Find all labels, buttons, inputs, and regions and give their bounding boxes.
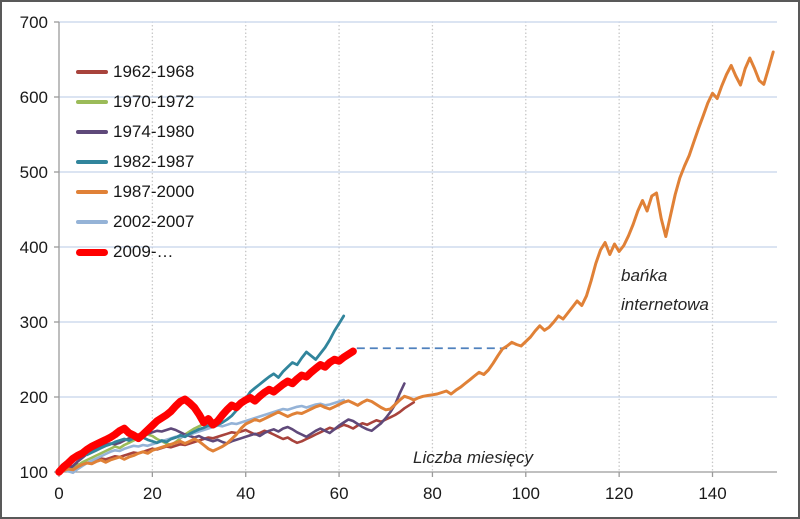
chart-legend: 1962-1968 1970-1972 1974-1980 1982-1987 …: [76, 57, 194, 267]
legend-swatch-icon: [76, 100, 108, 104]
legend-swatch-icon: [76, 248, 108, 256]
legend-label: 1987-2000: [113, 182, 195, 201]
series-line-1982-1987: [57, 314, 346, 474]
legend-label: 1970-1972: [113, 92, 195, 111]
legend-swatch-icon: [76, 130, 108, 134]
legend-swatch-icon: [76, 220, 108, 224]
y-tick-label: 200: [20, 388, 48, 407]
x-tick-label: 40: [236, 484, 255, 503]
annotation-internet-bubble: bańka internetowa: [621, 266, 709, 314]
x-tick-label: 80: [423, 484, 442, 503]
series-line-1974-1980: [57, 382, 406, 474]
series-line-2009-: [55, 347, 357, 476]
y-tick-label: 700: [20, 13, 48, 32]
legend-swatch-icon: [76, 70, 108, 74]
legend-label: 1962-1968: [113, 62, 195, 81]
legend-item-1974-1980: 1974-1980: [76, 117, 194, 147]
x-tick-label: 20: [143, 484, 162, 503]
legend-item-2009: 2009-…: [76, 237, 194, 267]
series-line-2002-2007: [57, 398, 346, 475]
y-tick-label: 400: [20, 238, 48, 257]
y-tick-label: 300: [20, 313, 48, 332]
legend-label: 1974-1980: [113, 122, 195, 141]
x-tick-label: 0: [54, 484, 63, 503]
y-tick-label: 500: [20, 163, 48, 182]
y-tick-label: 600: [20, 88, 48, 107]
legend-swatch-icon: [76, 190, 108, 194]
legend-item-1987-2000: 1987-2000: [76, 177, 194, 207]
legend-label: 2002-2007: [113, 212, 195, 231]
legend-item-2002-2007: 2002-2007: [76, 207, 194, 237]
y-tick-label: 100: [20, 463, 48, 482]
legend-swatch-icon: [76, 160, 108, 164]
x-tick-label: 120: [605, 484, 633, 503]
x-tick-label: 140: [698, 484, 726, 503]
legend-item-1970-1972: 1970-1972: [76, 87, 194, 117]
x-tick-label: 100: [512, 484, 540, 503]
legend-label: 1982-1987: [113, 152, 195, 171]
legend-label: 2009-…: [113, 242, 174, 261]
x-tick-label: 60: [330, 484, 349, 503]
annotation-months-axis-label: Liczba miesięcy: [413, 448, 533, 467]
legend-item-1982-1987: 1982-1987: [76, 147, 194, 177]
series-line-1987-2000: [57, 50, 775, 474]
legend-item-1962-1968: 1962-1968: [76, 57, 194, 87]
